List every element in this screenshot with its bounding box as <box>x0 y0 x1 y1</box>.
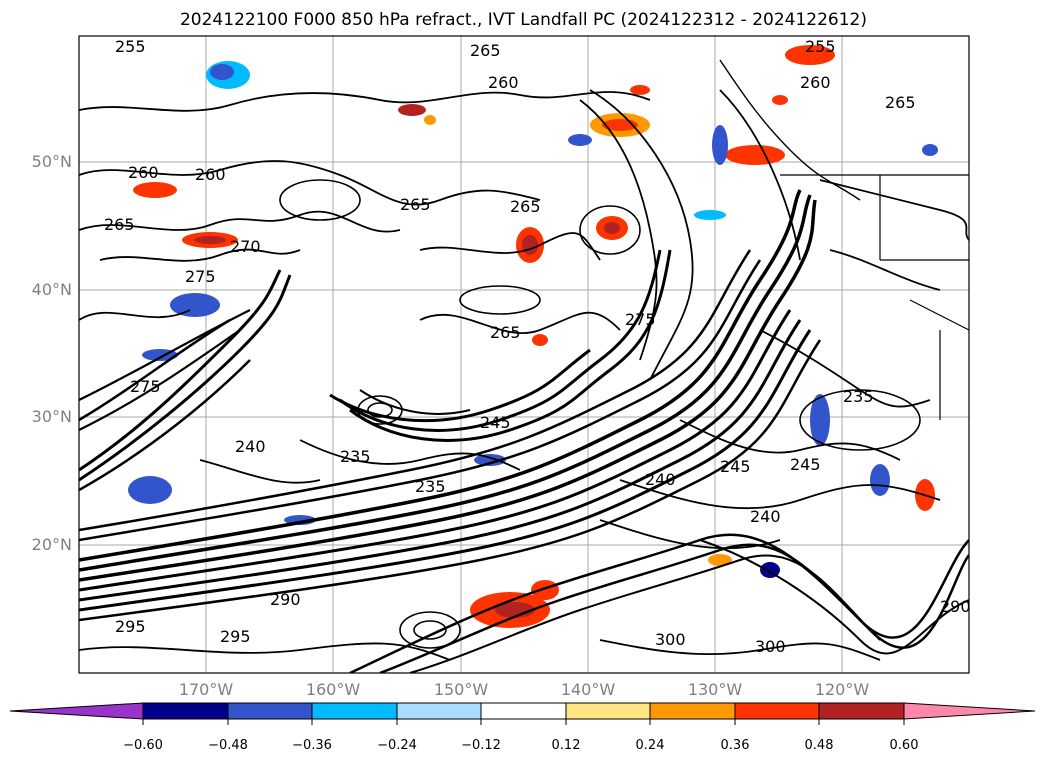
contour-label: 295 <box>115 617 146 636</box>
contour-lines <box>79 59 969 673</box>
contour-label: 260 <box>800 73 831 92</box>
contour-label: 265 <box>510 197 541 216</box>
contour-label-group: 255 265 260 260 265 260 265 255 260 265 … <box>104 37 971 656</box>
colorbar-tick-label: 0.48 <box>804 738 834 753</box>
contour-label: 235 <box>843 387 874 406</box>
plot-area <box>79 36 969 673</box>
colorbar-segment <box>734 702 820 720</box>
contour-label: 275 <box>185 267 216 286</box>
colorbar <box>9 702 1036 725</box>
colorbar-segment <box>396 702 482 720</box>
contour-label: 245 <box>720 457 751 476</box>
colorbar-segment <box>649 702 736 720</box>
contour-label: 300 <box>755 637 786 656</box>
contour-label: 265 <box>490 323 521 342</box>
lon-label: 130°W <box>687 680 743 699</box>
colorbar-tick-label: −0.60 <box>123 738 163 753</box>
map-content: 255 265 260 260 265 260 265 255 260 265 … <box>79 36 971 673</box>
lat-label: 30°N <box>31 407 72 426</box>
colorbar-tick-label: 0.24 <box>635 738 665 753</box>
contour-label: 265 <box>885 93 916 112</box>
colorbar-tick-label: 0.36 <box>720 738 750 753</box>
lon-label: 170°W <box>178 680 234 699</box>
map-title: 2024122100 F000 850 hPa refract., IVT La… <box>179 10 867 30</box>
colorbar-tick-label: 0.60 <box>889 738 919 753</box>
colorbar-tick-label: −0.24 <box>377 738 417 753</box>
contour-label: 245 <box>790 455 821 474</box>
contour-label: 260 <box>488 73 519 92</box>
lat-label: 50°N <box>31 152 72 171</box>
colorbar-tick-label: −0.48 <box>208 738 248 753</box>
contour-label: 260 <box>195 165 226 184</box>
contour-label: 240 <box>235 437 266 456</box>
lon-label: 160°W <box>305 680 361 699</box>
contour-label: 290 <box>270 590 301 609</box>
colorbar-extend-high <box>903 702 1036 720</box>
contour-label: 265 <box>470 41 501 60</box>
contour-label: 245 <box>480 413 511 432</box>
lat-label: 20°N <box>31 535 72 554</box>
lon-label: 150°W <box>433 680 489 699</box>
lat-label: 40°N <box>31 280 72 299</box>
contour-label: 260 <box>128 163 159 182</box>
colorbar-segment <box>818 702 905 720</box>
contour-label: 240 <box>645 470 676 489</box>
colorbar-segment <box>311 702 398 720</box>
colorbar-segment <box>142 702 229 720</box>
contour-label: 300 <box>655 630 686 649</box>
colorbar-segment <box>565 702 651 720</box>
contour-label: 290 <box>940 597 971 616</box>
contour-label: 270 <box>230 237 261 256</box>
contour-label: 255 <box>115 37 146 56</box>
contour-label: 265 <box>104 215 135 234</box>
lon-label: 120°W <box>814 680 870 699</box>
colorbar-tick-label: 0.12 <box>551 738 581 753</box>
contour-label: 265 <box>400 195 431 214</box>
colorbar-segment <box>227 702 313 720</box>
plot-frame <box>78 35 970 674</box>
contour-label: 275 <box>625 310 656 329</box>
lon-label: 140°W <box>560 680 616 699</box>
colorbar-tick-label: −0.12 <box>461 738 501 753</box>
contour-label: 255 <box>805 37 836 56</box>
contour-label: 235 <box>340 447 371 466</box>
colorbar-tick-label: −0.36 <box>292 738 332 753</box>
contour-label: 275 <box>130 377 161 396</box>
contour-label: 235 <box>415 477 446 496</box>
colorbar-segment <box>480 702 567 720</box>
colorbar-extend-low <box>9 702 144 720</box>
contour-label: 295 <box>220 627 251 646</box>
contour-label: 240 <box>750 507 781 526</box>
